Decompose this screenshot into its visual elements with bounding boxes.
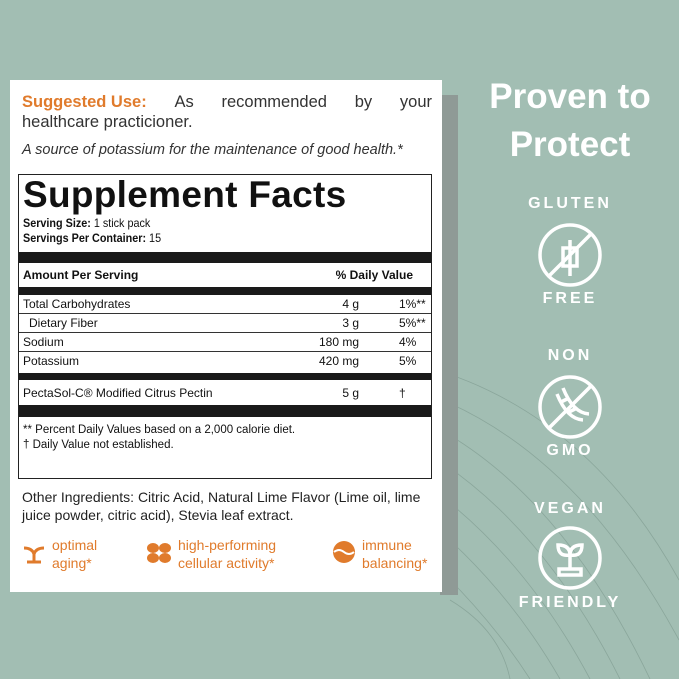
benefit-immune-balancing: immune balancing* (332, 536, 427, 572)
word: recommended (221, 93, 327, 111)
divider-bar (19, 252, 431, 263)
no-dna-icon (538, 375, 602, 439)
badge-gmo-top: NON (547, 347, 593, 364)
suggested-use-label: Suggested Use: (22, 93, 147, 111)
word: As (174, 93, 194, 111)
badge-gmo-bottom: GMO (546, 442, 594, 459)
word: by (354, 93, 373, 111)
badge-vegan-top: VEGAN (534, 500, 606, 517)
other-ingredients: Other Ingredients: Citric Acid, Natural … (22, 489, 421, 523)
facts-row: Potassium 420 mg 5% (23, 354, 417, 368)
sprout-icon (23, 546, 45, 564)
facts-title: Supplement Facts (23, 174, 347, 215)
headline: Proven to Protect (489, 77, 651, 164)
source-statement: A source of potassium for the maintenanc… (22, 142, 403, 158)
badge-gluten-bottom: FREE (542, 290, 598, 307)
suggested-use: Suggested Use: As recommended by your health… (22, 92, 432, 132)
serving-size: Serving Size: 1 stick pack (23, 216, 151, 230)
benefit-optimal-aging: optimal aging* (22, 536, 97, 572)
suggested-use-line2: healthcare practicioner. (22, 113, 193, 131)
servings-per-container: Servings Per Container: 15 (23, 231, 162, 245)
badge-gluten-top: GLUTEN (528, 195, 612, 212)
leaves-icon (147, 543, 171, 563)
facts-row: Sodium 180 mg 4% (19, 333, 431, 352)
label-card: Suggested Use: As recommended by your health… (10, 80, 442, 592)
divider-bar (19, 405, 431, 417)
supplement-facts-panel: Supplement Facts Serving Size: 1 stick p… (18, 174, 432, 479)
benefit-cellular-activity: high-performing cellular activity* (146, 536, 276, 572)
facts-header: Amount Per Serving% Daily Value (23, 268, 413, 282)
card-shadow (440, 95, 458, 595)
plant-icon (538, 526, 602, 590)
badge-vegan-bottom: FRIENDLY (518, 594, 622, 611)
no-wheat-icon (538, 223, 602, 287)
facts-row: Total Carbohydrates 4 g 1%** (19, 295, 431, 314)
divider-bar (19, 287, 431, 295)
footnotes: ** Percent Daily Values based on a 2,000… (23, 424, 296, 451)
divider-bar (19, 373, 431, 380)
facts-row: Dietary Fiber 3 g 5%** (19, 314, 431, 333)
facts-row-pectin: PectaSol-C® Modified Citrus Pectin 5 g † (23, 385, 406, 400)
sphere-icon (333, 541, 355, 563)
word: your (399, 93, 432, 111)
